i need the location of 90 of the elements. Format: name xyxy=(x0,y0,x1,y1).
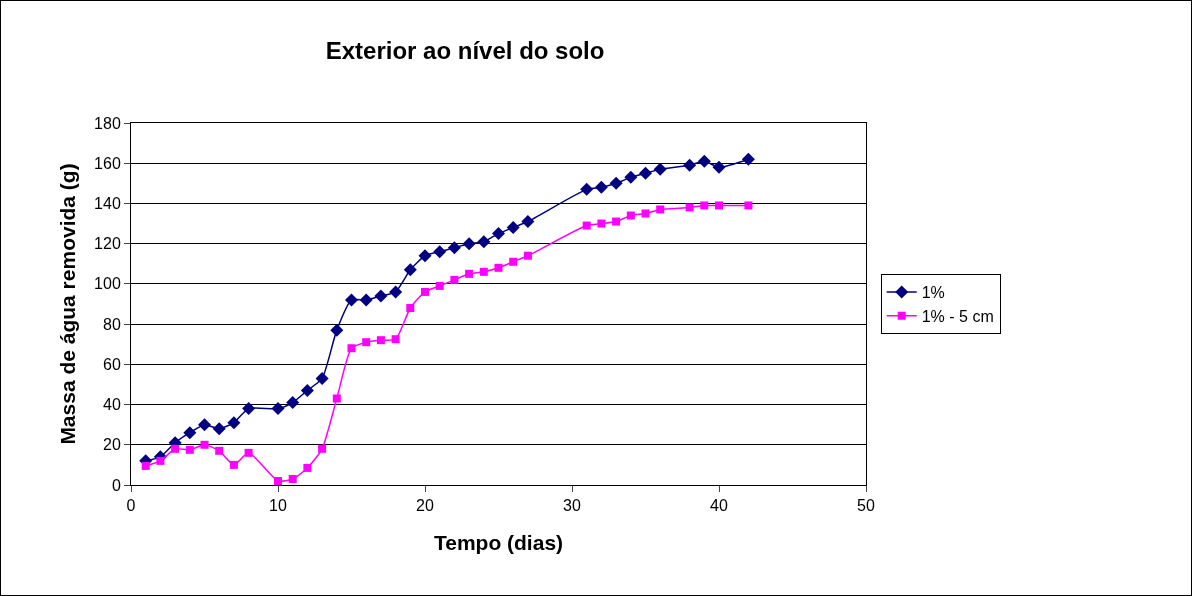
point xyxy=(171,444,180,453)
point xyxy=(450,275,459,284)
point xyxy=(185,445,194,454)
point xyxy=(347,344,356,353)
point xyxy=(683,158,697,172)
point xyxy=(521,215,535,229)
point xyxy=(359,293,373,307)
point xyxy=(612,217,621,226)
point xyxy=(288,474,297,483)
point xyxy=(494,263,503,272)
point xyxy=(403,263,417,277)
point xyxy=(744,201,753,210)
point xyxy=(183,426,197,440)
legend-label: 1% - 5 cm xyxy=(921,307,994,325)
point xyxy=(594,180,608,194)
point xyxy=(271,402,285,416)
point xyxy=(465,269,474,278)
point xyxy=(447,241,461,255)
point xyxy=(462,237,476,251)
y-tick-label: 120 xyxy=(94,235,121,253)
point xyxy=(509,257,518,266)
point xyxy=(506,221,520,235)
x-tick-label: 0 xyxy=(126,497,136,515)
point xyxy=(141,461,150,470)
point xyxy=(641,209,650,218)
point xyxy=(741,152,755,166)
point xyxy=(421,287,429,296)
point xyxy=(609,176,623,190)
x-tick-label: 10 xyxy=(269,497,287,515)
point xyxy=(156,456,165,465)
point xyxy=(244,448,253,457)
point xyxy=(580,182,594,196)
y-tick-label: 160 xyxy=(94,154,121,172)
y-tick-label: 100 xyxy=(94,275,121,293)
x-tick-label: 20 xyxy=(416,497,434,515)
point xyxy=(215,446,224,455)
y-tick-label: 40 xyxy=(103,396,121,414)
point xyxy=(227,416,241,430)
point xyxy=(391,335,400,344)
point xyxy=(523,251,532,260)
y-tick-label: 180 xyxy=(94,114,121,132)
point xyxy=(582,221,591,230)
point xyxy=(715,201,723,210)
x-tick-label: 30 xyxy=(563,497,581,515)
point xyxy=(653,162,667,176)
legend-label: 1% xyxy=(921,284,945,302)
point xyxy=(626,211,635,220)
point xyxy=(639,166,652,180)
point xyxy=(433,245,447,259)
point xyxy=(198,418,211,432)
point xyxy=(700,201,709,210)
point xyxy=(362,338,371,347)
point xyxy=(330,323,344,337)
y-tick-label: 60 xyxy=(103,355,121,373)
x-tick-label: 50 xyxy=(857,497,875,515)
chart-title: Exterior ao nível do solo xyxy=(325,37,605,65)
y-tick-label: 20 xyxy=(103,436,121,454)
point xyxy=(624,170,638,184)
point xyxy=(229,460,238,469)
point xyxy=(374,289,388,303)
point xyxy=(318,444,327,453)
point xyxy=(200,440,209,449)
point xyxy=(685,203,694,212)
y-axis-title: Massa de água removida (g) xyxy=(56,163,80,445)
point xyxy=(274,476,282,485)
point xyxy=(656,205,665,214)
y-tick-label: 140 xyxy=(94,195,121,213)
point xyxy=(212,422,226,436)
point xyxy=(697,154,711,168)
x-axis-title: Tempo (dias) xyxy=(433,531,564,555)
point xyxy=(303,463,312,472)
point xyxy=(300,383,314,397)
x-tick-label: 40 xyxy=(710,497,728,515)
y-tick-label: 80 xyxy=(103,315,121,333)
point xyxy=(242,402,256,416)
point xyxy=(435,281,444,290)
point xyxy=(376,336,385,345)
point xyxy=(286,396,300,410)
point xyxy=(492,227,505,241)
point xyxy=(477,235,491,249)
point xyxy=(345,293,358,307)
point xyxy=(597,219,606,228)
y-tick-label: 0 xyxy=(111,476,121,494)
point xyxy=(479,267,488,276)
point xyxy=(389,285,403,299)
point xyxy=(406,304,415,313)
point xyxy=(418,249,432,263)
point xyxy=(315,371,329,385)
point xyxy=(712,160,726,174)
point xyxy=(332,394,341,403)
